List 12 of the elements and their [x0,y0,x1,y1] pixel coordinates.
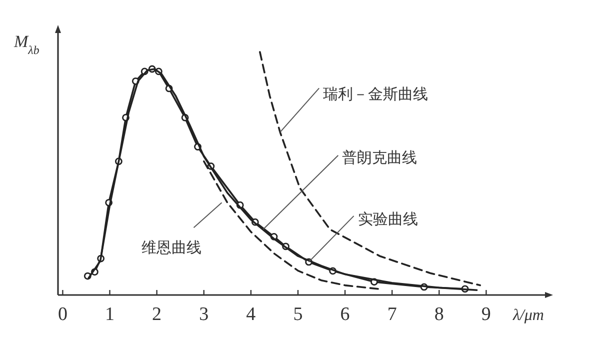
x-tick-label: 6 [340,304,350,325]
x-tick-label: 5 [293,304,303,325]
x-tick-label: 4 [246,304,256,325]
x-tick-label: 8 [434,304,444,325]
x-tick-label: 0 [58,304,68,325]
x-tick-label: 2 [152,304,162,325]
x-tick-label: 7 [387,304,397,325]
x-tick-label: 1 [105,304,115,325]
x-axis-title: λ/μm [512,307,544,324]
y-axis-title: M$_{λb}$ [13,32,40,57]
x-tick-label: 9 [481,304,491,325]
x-tick-label: 3 [199,304,209,325]
